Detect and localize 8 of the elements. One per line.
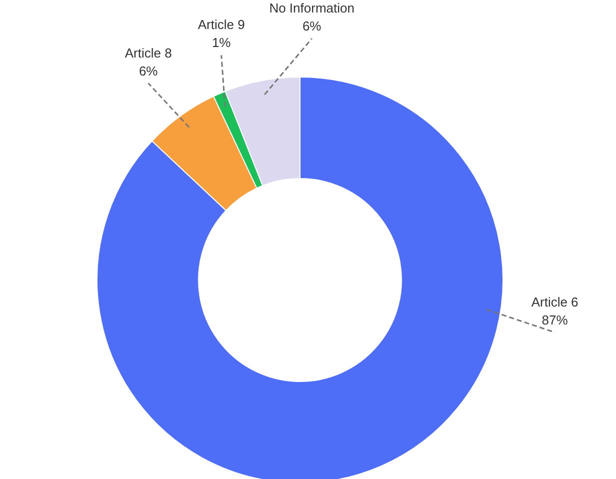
slice-label: Article 8 [124, 45, 172, 60]
data-label: 6% [302, 18, 322, 34]
slice-label: Article 6 [531, 294, 578, 310]
slice-label: Article 9 [198, 17, 245, 32]
slice-label: No Information [269, 0, 354, 16]
data-label: 6% [138, 63, 158, 78]
data-label: 1% [212, 35, 232, 50]
data-label: 87% [542, 312, 568, 328]
